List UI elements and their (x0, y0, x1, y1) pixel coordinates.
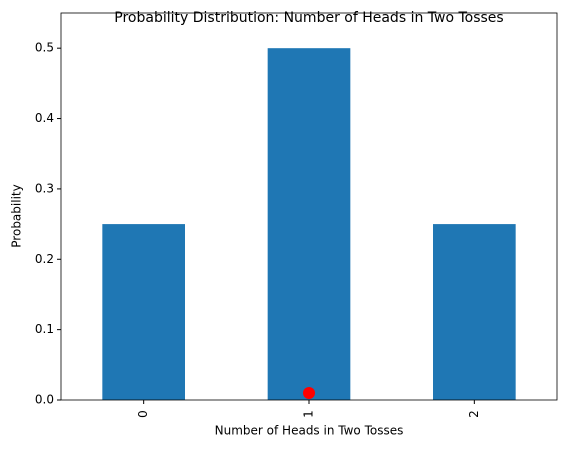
y-tick-label: 0.1 (35, 322, 54, 336)
y-tick-label: 0.3 (35, 181, 54, 195)
y-axis-label: Probability (10, 184, 24, 247)
x-tick-label: 1 (302, 410, 316, 418)
y-tick-label: 0.0 (35, 393, 54, 407)
y-tick-label: 0.4 (35, 111, 54, 125)
bar (267, 48, 351, 400)
x-tick-label: 2 (467, 410, 481, 418)
x-axis-label: Number of Heads in Two Tosses (215, 424, 404, 438)
chart-title: Probability Distribution: Number of Head… (114, 10, 503, 26)
x-tick-label: 0 (136, 410, 150, 418)
bar (102, 224, 185, 400)
y-tick-label: 0.2 (35, 252, 54, 266)
plot-frame (60, 12, 558, 401)
marker-point (303, 386, 315, 399)
bar (433, 224, 516, 400)
y-tick-label: 0.5 (35, 41, 54, 55)
